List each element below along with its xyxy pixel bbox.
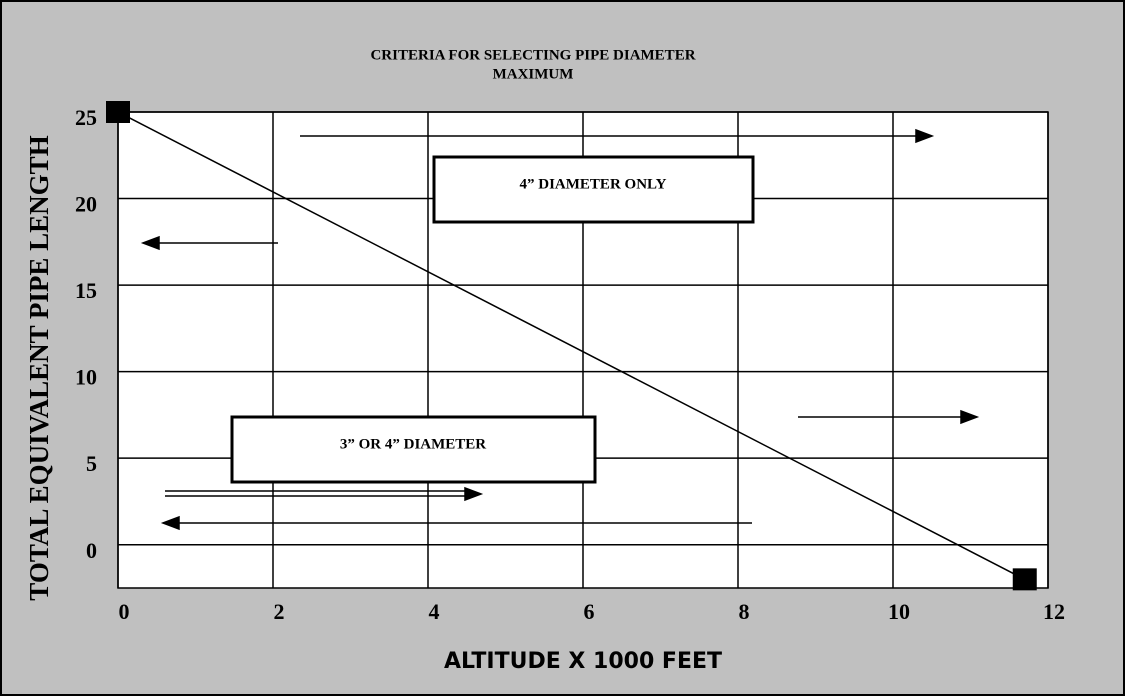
- grid: [117, 111, 1049, 589]
- y-tick-label: 0: [86, 538, 97, 563]
- line: [117, 111, 1026, 581]
- chart-title: CRITERIA FOR SELECTING PIPE DIAMETER: [370, 47, 695, 63]
- arrow-head: [915, 128, 935, 144]
- x-axis-label: ALTITUDE X 1000 FEET: [444, 649, 722, 674]
- y-axis-label: TOTAL EQUIVALENT PIPE LENGTH: [24, 135, 54, 600]
- y-tick-label: 20: [75, 192, 97, 217]
- x-tick-label: 6: [584, 599, 595, 624]
- x-tick-label: 0: [119, 599, 130, 624]
- y-tick-label: 10: [75, 365, 97, 390]
- annotation-box: [230, 415, 597, 484]
- x-tick-label: 8: [739, 599, 750, 624]
- x-tick-label: 4: [429, 599, 440, 624]
- point-marker: [106, 101, 130, 123]
- annotation: 4” DIAMETER ONLY: [520, 176, 667, 192]
- x-tick-label: 2: [274, 599, 285, 624]
- x-tick-label: 10: [888, 599, 910, 624]
- y-tick-label: 25: [75, 105, 97, 130]
- arrow-head: [140, 235, 160, 251]
- arrow-head: [960, 409, 980, 425]
- arrow-head: [160, 515, 180, 531]
- chart-subtitle: MAXIMUM: [493, 66, 574, 82]
- plot-border: [117, 111, 1049, 589]
- y-tick-label: 5: [86, 451, 97, 476]
- arrows: [140, 128, 980, 531]
- y-tick-label: 15: [75, 278, 97, 303]
- arrow-head: [464, 486, 484, 502]
- annotation-box: [432, 155, 755, 224]
- point-marker: [1012, 568, 1037, 591]
- x-tick-label: 12: [1043, 599, 1065, 624]
- marks: [106, 101, 1037, 591]
- annotation: 3” OR 4” DIAMETER: [340, 436, 486, 452]
